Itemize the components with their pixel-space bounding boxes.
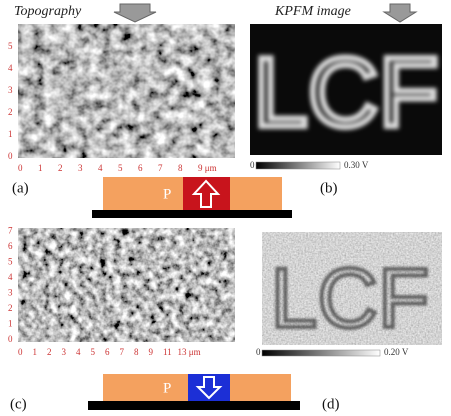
colorbar-label: 0 xyxy=(256,347,261,357)
panel-label: (d) xyxy=(322,396,340,412)
panel-c xyxy=(18,228,235,342)
y-tick-label: 3 xyxy=(8,288,13,298)
x-tick-label: 6 xyxy=(105,347,110,357)
x-tick-label: 1 xyxy=(33,347,38,357)
x-tick-label: 13 μm xyxy=(178,347,201,357)
x-tick-label: 5 xyxy=(118,163,123,173)
kpfm-image xyxy=(262,232,442,345)
arrow xyxy=(382,3,418,23)
arrow-up xyxy=(191,179,221,208)
image-text: LCF xyxy=(271,251,430,345)
panel-d: LCF xyxy=(261,232,442,357)
x-tick-label: 8 xyxy=(178,163,183,173)
x-tick-label: 4 xyxy=(76,347,81,357)
x-tick-label: 2 xyxy=(47,347,52,357)
substrate xyxy=(88,401,300,410)
y-tick-label: 0 xyxy=(8,334,13,344)
substrate xyxy=(92,210,292,218)
panel-label: (c) xyxy=(10,396,27,412)
x-tick-label: 11 xyxy=(163,347,172,357)
topography-image xyxy=(18,24,235,158)
arrow xyxy=(113,3,157,23)
arrow-down xyxy=(195,376,223,400)
y-tick-label: 4 xyxy=(8,63,13,73)
panel-title: Topography xyxy=(14,4,82,19)
colorbar xyxy=(261,349,381,357)
kpfm-image xyxy=(250,24,442,155)
panel-b: LCF KPFM image xyxy=(250,3,442,170)
x-tick-label: 8 xyxy=(134,347,139,357)
y-tick-label: 6 xyxy=(8,241,13,251)
y-tick-label: 1 xyxy=(8,129,13,139)
y-tick-label: 5 xyxy=(8,257,13,267)
colorbar xyxy=(255,161,341,170)
x-tick-label: 7 xyxy=(158,163,163,173)
y-tick-label: 2 xyxy=(8,303,13,313)
x-tick-label: 6 xyxy=(138,163,143,173)
image-text: LCF xyxy=(253,37,438,147)
x-tick-label: 2 xyxy=(58,163,63,173)
y-tick-label: 0 xyxy=(8,151,13,161)
x-tick-label: 5 xyxy=(91,347,96,357)
panel-label: (a) xyxy=(12,180,29,196)
x-tick-label: 7 xyxy=(120,347,125,357)
panel-a: Topography xyxy=(14,3,235,158)
x-tick-label: 1 xyxy=(38,163,43,173)
diagram-1: P xyxy=(92,177,292,218)
poled-region xyxy=(188,374,230,401)
layer-label: P xyxy=(163,186,171,202)
panel-title: KPFM image xyxy=(274,4,351,19)
colorbar-label: 0.30 V xyxy=(344,160,369,170)
y-tick-label: 3 xyxy=(8,85,13,95)
layer-label: P xyxy=(163,380,171,396)
colorbar-label: 0 xyxy=(250,160,255,170)
x-tick-label: 3 xyxy=(78,163,83,173)
x-tick-label: 9 xyxy=(149,347,154,357)
x-tick-label: 9 μm xyxy=(198,163,217,173)
x-tick-label: 4 xyxy=(98,163,103,173)
x-tick-label: 3 xyxy=(62,347,67,357)
y-tick-label: 4 xyxy=(8,272,13,282)
x-tick-label: 0 xyxy=(18,347,23,357)
y-tick-label: 1 xyxy=(8,319,13,329)
panel-label: (b) xyxy=(320,180,338,196)
y-tick-label: 7 xyxy=(8,226,13,236)
colorbar-label: 0.20 V xyxy=(384,347,409,357)
y-tick-label: 2 xyxy=(8,107,13,117)
topography-image xyxy=(18,228,235,342)
y-tick-label: 5 xyxy=(8,41,13,51)
x-tick-label: 0 xyxy=(18,163,23,173)
diagram-2: P xyxy=(88,374,300,410)
